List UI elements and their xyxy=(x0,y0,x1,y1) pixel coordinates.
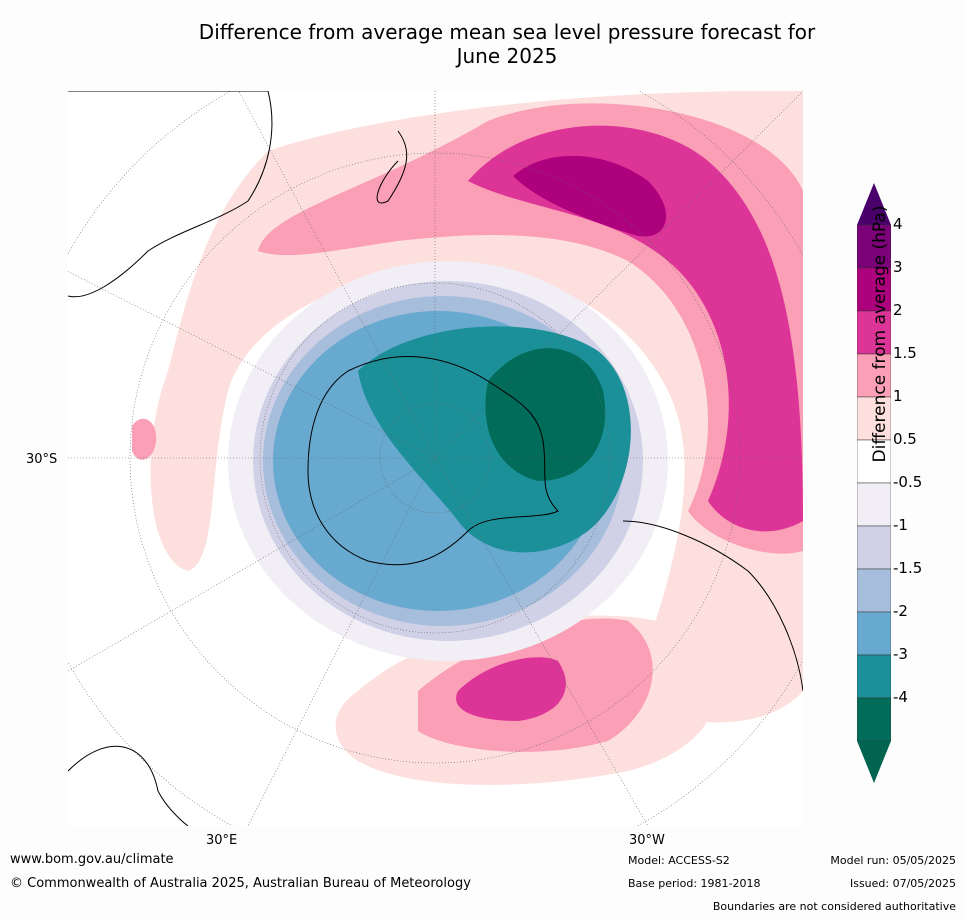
colorbar xyxy=(856,183,892,783)
colorbar-segment xyxy=(856,525,892,570)
model-run-text: Model run: 05/05/2025 xyxy=(830,854,956,867)
graticule xyxy=(68,91,803,826)
continent-outlines xyxy=(68,91,803,826)
colorbar-tick-label: -0.5 xyxy=(893,473,923,491)
colorbar-title: Difference from average (hPa) xyxy=(870,205,890,463)
south-america-coastline xyxy=(622,520,803,692)
anomaly-region-pos15 xyxy=(468,125,803,532)
colorbar-segment xyxy=(856,267,892,312)
colorbar-tick-label: -2 xyxy=(893,602,908,620)
colorbar-tick-label: -1.5 xyxy=(893,559,923,577)
base-period-text: Base period: 1981-2018 xyxy=(628,877,761,890)
copyright-text: © Commonwealth of Australia 2025, Austra… xyxy=(10,876,471,891)
colorbar-tick-label: 2 xyxy=(893,301,903,319)
colorbar-segment xyxy=(856,439,892,484)
anomaly-region-pos2 xyxy=(513,155,667,237)
australia-coastline xyxy=(68,91,273,298)
disclaimer-text: Boundaries are not considered authoritat… xyxy=(712,900,956,913)
longitude-label-30e: 30°E xyxy=(206,833,238,848)
title-line-1: Difference from average mean sea level p… xyxy=(198,20,816,44)
map-title: Difference from average mean sea level p… xyxy=(0,20,965,68)
title-line-2: June 2025 xyxy=(456,44,558,68)
longitude-label-30w: 30°W xyxy=(629,833,665,848)
colorbar-segment xyxy=(856,654,892,699)
colorbar-tick-label: 0.5 xyxy=(893,430,917,448)
colorbar-tick-label: 1 xyxy=(893,387,903,405)
colorbar-segment xyxy=(856,396,892,441)
colorbar-under-triangle xyxy=(857,741,891,783)
colorbar-tick-label: 4 xyxy=(893,215,903,233)
colorbar-segment xyxy=(856,353,892,398)
colorbar-over-triangle xyxy=(857,183,891,225)
website-link[interactable]: www.bom.gov.au/climate xyxy=(10,852,174,867)
anomaly-region-pos1-spot xyxy=(132,418,157,460)
issued-text: Issued: 07/05/2025 xyxy=(849,877,956,890)
pressure-anomaly-map xyxy=(68,91,803,826)
colorbar-segment xyxy=(856,611,892,656)
colorbar-tick-label: -3 xyxy=(893,645,908,663)
colorbar-graphic xyxy=(856,183,892,783)
anomaly-region-neg4 xyxy=(485,348,606,481)
colorbar-segment xyxy=(856,568,892,613)
antarctica-coastline xyxy=(307,356,559,566)
new-zealand-coastline xyxy=(376,130,408,204)
latitude-label-30s: 30°S xyxy=(26,452,58,467)
model-text: Model: ACCESS-S2 xyxy=(628,854,730,867)
colorbar-tick-label: -4 xyxy=(893,688,908,706)
africa-coastline xyxy=(68,745,189,826)
colorbar-tick-label: 3 xyxy=(893,258,903,276)
colorbar-tick-label: -1 xyxy=(893,516,908,534)
colorbar-segment xyxy=(856,224,892,269)
colorbar-tick-label: 1.5 xyxy=(893,344,917,362)
colorbar-segment xyxy=(856,697,892,742)
colorbar-segment xyxy=(856,482,892,527)
anomaly-region-pos15-south xyxy=(456,657,566,721)
map-canvas xyxy=(68,91,803,826)
